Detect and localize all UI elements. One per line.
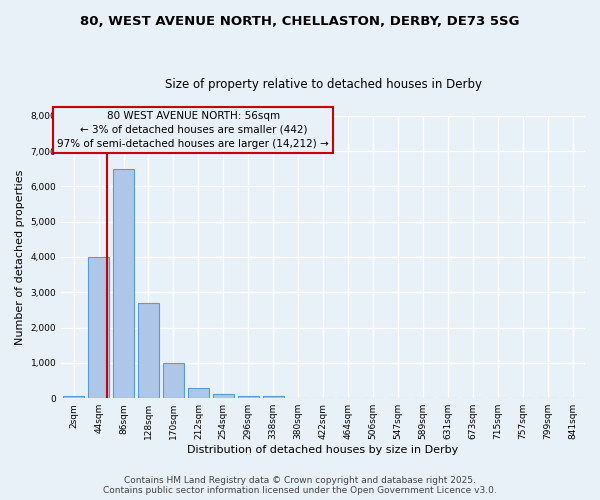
Bar: [263, 396, 284, 398]
Bar: [213, 394, 234, 398]
Bar: [163, 363, 184, 398]
Bar: [88, 257, 109, 398]
Bar: [113, 168, 134, 398]
Text: Contains HM Land Registry data © Crown copyright and database right 2025.
Contai: Contains HM Land Registry data © Crown c…: [103, 476, 497, 495]
Bar: [138, 303, 159, 398]
Y-axis label: Number of detached properties: Number of detached properties: [15, 170, 25, 344]
Title: Size of property relative to detached houses in Derby: Size of property relative to detached ho…: [164, 78, 482, 91]
X-axis label: Distribution of detached houses by size in Derby: Distribution of detached houses by size …: [187, 445, 459, 455]
Text: 80, WEST AVENUE NORTH, CHELLASTON, DERBY, DE73 5SG: 80, WEST AVENUE NORTH, CHELLASTON, DERBY…: [80, 15, 520, 28]
Bar: [238, 396, 259, 398]
Bar: [63, 396, 84, 398]
Bar: [188, 388, 209, 398]
Text: 80 WEST AVENUE NORTH: 56sqm
← 3% of detached houses are smaller (442)
97% of sem: 80 WEST AVENUE NORTH: 56sqm ← 3% of deta…: [58, 111, 329, 149]
